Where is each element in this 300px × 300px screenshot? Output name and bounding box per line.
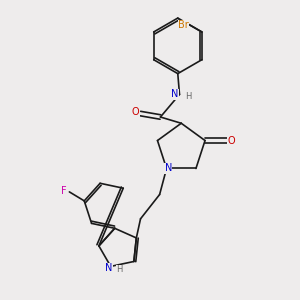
Text: Br: Br (178, 20, 189, 30)
Text: N: N (105, 263, 113, 273)
Text: F: F (61, 186, 67, 196)
Text: O: O (132, 107, 140, 117)
Text: N: N (171, 89, 179, 99)
Text: H: H (185, 92, 191, 101)
Text: H: H (117, 266, 123, 274)
Text: N: N (165, 164, 172, 173)
Text: O: O (228, 136, 236, 146)
